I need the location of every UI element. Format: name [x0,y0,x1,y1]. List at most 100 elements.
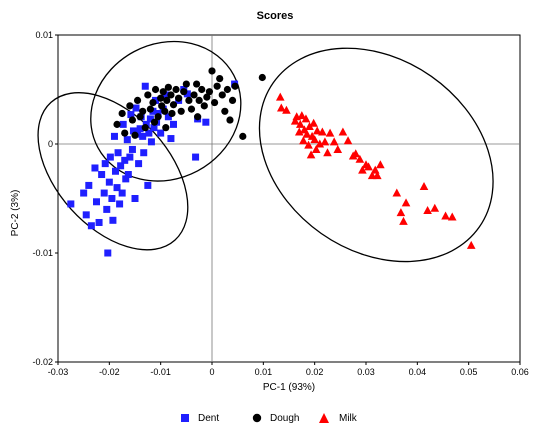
dent-point [183,90,191,98]
dent-point [122,175,130,183]
dent-point [131,195,139,202]
milk-point [305,122,314,131]
dough-point [150,118,159,126]
dough-point [149,98,157,107]
dough-point [194,113,202,121]
data-markers [67,67,476,257]
confidence-ellipse [37,92,189,251]
dent-point [192,153,200,161]
milk-point [351,149,361,158]
dent-point [119,120,127,128]
dough-point [226,116,234,124]
dough-point [218,91,226,99]
dent-point [87,222,95,230]
dent-point [150,124,158,132]
plot-area-frame [57,34,521,363]
dent-point [117,162,125,170]
dough-point [154,113,162,121]
dough-point [175,94,183,102]
milk-point [302,129,312,138]
milk-point [333,144,343,153]
dent-point [135,160,143,168]
dent-point [93,198,100,206]
dent-point [129,127,137,135]
dough-point [172,85,180,94]
milk-point [320,137,330,146]
x-tick-label: 0.03 [357,367,375,377]
y-axis-label: PC-2 (3%) [10,190,21,237]
milk-point [376,160,385,169]
dent-point [114,149,122,157]
x-tick-label: 0 [209,367,214,377]
milk-point [315,139,325,148]
milk-point [338,127,348,136]
dough-point [157,94,165,102]
dough-point [216,75,224,83]
x-tick-label: 0.06 [511,367,529,377]
legend-label-dent: Dent [198,413,219,424]
dough-point [126,102,134,110]
dough-point [168,109,176,118]
dent-point [101,160,109,168]
dent-point [123,136,131,144]
dent-point [80,189,88,197]
dent-point [124,171,132,179]
dough-point [151,85,160,94]
dough-point [198,85,206,94]
milk-point [294,127,304,136]
dent-point [145,129,153,137]
confidence-ellipse [90,40,242,182]
dough-point [136,113,144,121]
dough-point [159,88,167,96]
milk-point [306,150,316,159]
dent-point [147,138,155,146]
dough-point [128,116,137,124]
dough-point [228,96,237,104]
dent-point [91,164,99,172]
milk-point [299,136,308,145]
milk-point [277,103,286,112]
dent-point [126,153,134,161]
dent-point [136,125,144,133]
milk-point [447,212,457,221]
dent-point [170,120,177,128]
dough-point [133,96,142,104]
dent-point [103,205,111,213]
x-tick-label: 0.02 [306,367,324,377]
milk-point [323,148,332,157]
dent-point [164,113,172,121]
dough-point [200,102,208,110]
dough-point [141,124,149,132]
legend-label-milk: Milk [339,413,358,424]
milk-point [301,114,311,123]
dent-point [121,156,129,164]
dent-point [144,181,152,189]
y-tick-label: -0.02 [32,357,53,367]
x-tick-label: -0.03 [48,367,69,377]
milk-point [399,216,408,225]
milk-point [275,92,285,101]
dough-point [167,91,175,99]
dent-point [106,153,114,161]
milk-point [430,203,440,212]
dent-point [111,167,119,175]
dent-point [85,181,93,189]
milk-point [282,105,291,114]
dough-point [223,85,231,94]
dough-point [161,107,169,115]
x-tick-label: 0.04 [409,367,427,377]
dough-point [139,107,147,115]
milk-point [329,137,339,146]
dough-point [144,91,152,99]
milk-point [297,111,307,120]
dent-point [100,189,108,197]
milk-point [401,198,411,207]
dough-point [118,109,126,118]
y-tick-label: 0 [48,139,53,149]
milk-point [364,162,373,171]
milk-point [372,171,382,180]
dough-point [190,91,198,99]
milk-point [295,119,305,128]
dent-point [162,91,170,99]
